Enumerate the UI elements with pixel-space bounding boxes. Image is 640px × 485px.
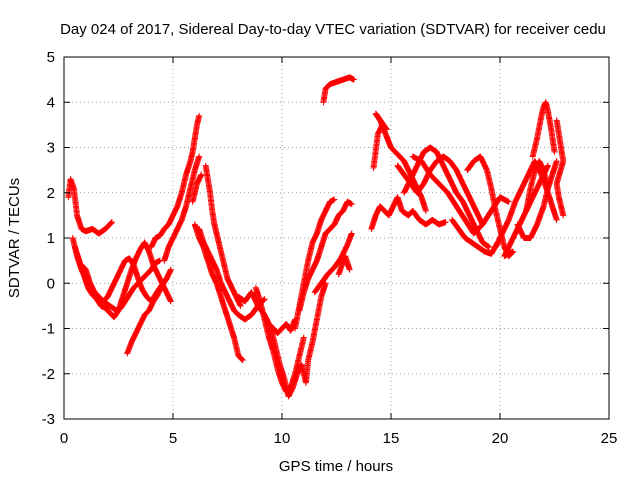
data-point xyxy=(238,356,245,363)
y-axis-label: SDTVAR / TECUs xyxy=(6,178,23,298)
data-point xyxy=(167,298,174,305)
y-tick-label: -1 xyxy=(42,321,55,338)
data-points xyxy=(65,74,567,400)
x-tick-label: 5 xyxy=(169,430,177,447)
data-point xyxy=(108,219,115,226)
x-tick-label: 20 xyxy=(492,430,509,447)
data-point xyxy=(198,171,205,178)
x-tick-label: 25 xyxy=(601,430,618,447)
x-axis-tick-labels: 0 5 10 15 20 25 xyxy=(60,430,618,447)
x-tick-label: 0 xyxy=(60,430,68,447)
data-point xyxy=(239,356,246,363)
x-tick-label: 15 xyxy=(383,430,400,447)
data-point xyxy=(300,334,307,341)
y-tick-label: 0 xyxy=(47,275,55,292)
chart-title: Day 024 of 2017, Sidereal Day-to-day VTE… xyxy=(60,21,606,38)
y-tick-label: 1 xyxy=(47,230,55,247)
data-point xyxy=(196,153,203,160)
y-tick-label: 5 xyxy=(47,49,55,66)
data-point xyxy=(107,220,114,227)
data-point xyxy=(237,302,244,309)
data-point xyxy=(108,219,115,226)
y-axis-tick-labels: -3 -2 -1 0 1 2 3 4 5 xyxy=(42,49,55,428)
data-point xyxy=(196,112,203,119)
data-point xyxy=(239,357,246,364)
y-tick-label: 2 xyxy=(47,185,55,202)
y-tick-label: -3 xyxy=(42,411,55,428)
data-point xyxy=(261,296,268,303)
data-point xyxy=(167,266,174,273)
y-tick-label: -2 xyxy=(42,366,55,383)
x-axis-label: GPS time / hours xyxy=(279,458,393,475)
y-tick-label: 3 xyxy=(47,140,55,157)
x-tick-label: 10 xyxy=(274,430,291,447)
y-tick-label: 4 xyxy=(47,94,55,111)
